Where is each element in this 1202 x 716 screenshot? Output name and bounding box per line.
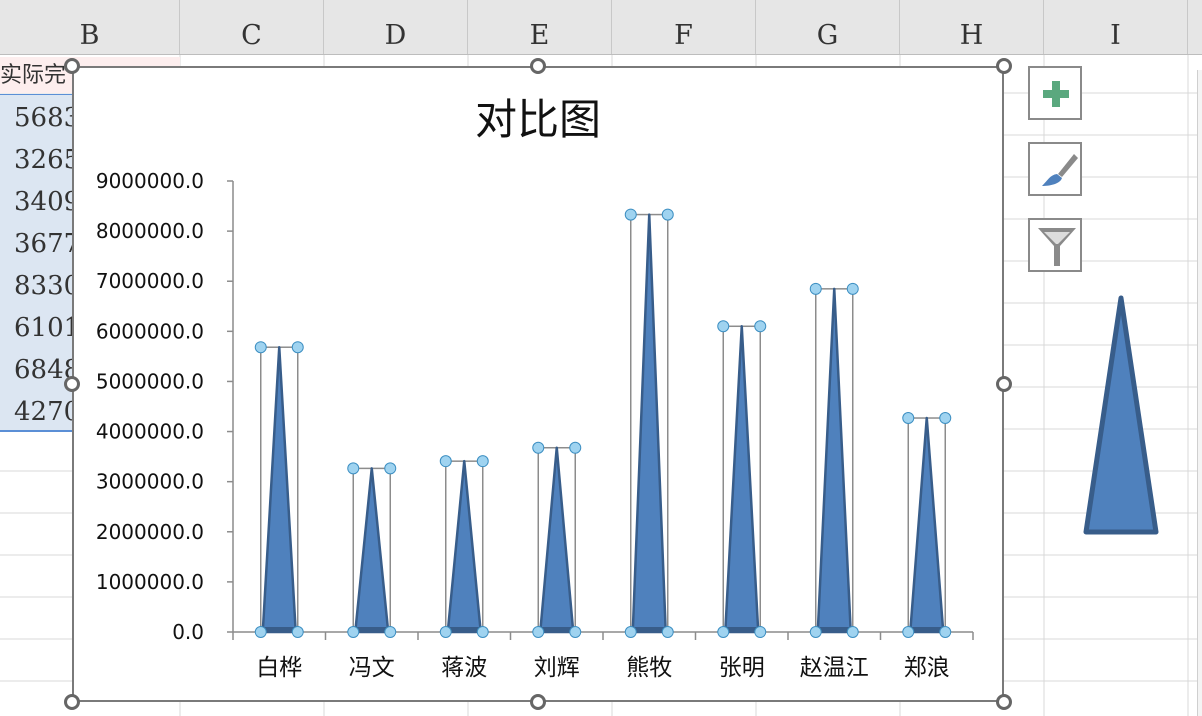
column-header-b[interactable]: B	[0, 0, 180, 54]
resize-handle-top-left[interactable]	[64, 58, 80, 74]
column-header-e[interactable]: E	[468, 0, 612, 54]
column-header-d[interactable]: D	[324, 0, 468, 54]
column-header-f[interactable]: F	[612, 0, 756, 54]
data-cell[interactable]: 6101	[14, 313, 74, 343]
resize-handle-right[interactable]	[996, 376, 1012, 392]
selected-range	[0, 94, 74, 432]
resize-handle-top-right[interactable]	[996, 58, 1012, 74]
chart-filters-button[interactable]	[1028, 218, 1082, 272]
column-header-c[interactable]: C	[180, 0, 324, 54]
resize-handle-bottom[interactable]	[530, 694, 546, 710]
resize-handle-bottom-right[interactable]	[996, 694, 1012, 710]
chart-area[interactable]	[72, 66, 1004, 702]
plus-icon	[1043, 81, 1069, 107]
column-header-row: B C D E F G H I	[0, 0, 1202, 55]
funnel-icon	[1038, 228, 1076, 266]
data-cell[interactable]: 8330	[14, 271, 74, 301]
chart-elements-button[interactable]	[1028, 66, 1082, 120]
data-cell[interactable]: 4270	[14, 397, 74, 427]
selection-border	[0, 94, 74, 432]
data-cell[interactable]: 6848	[14, 355, 74, 385]
column-header-h[interactable]: H	[900, 0, 1044, 54]
resize-handle-bottom-left[interactable]	[64, 694, 80, 710]
data-cell[interactable]: 3409	[14, 187, 74, 217]
data-cell[interactable]: 3265	[14, 145, 74, 175]
vertical-scrollbar[interactable]	[1197, 70, 1202, 716]
resize-handle-top[interactable]	[530, 58, 546, 74]
brush-icon	[1042, 154, 1078, 186]
data-cell[interactable]: 5683	[14, 103, 74, 133]
column-header-g[interactable]: G	[756, 0, 900, 54]
data-cell[interactable]: 3677	[14, 229, 74, 259]
chart-styles-button[interactable]	[1028, 142, 1082, 196]
column-header-i[interactable]: I	[1044, 0, 1188, 54]
resize-handle-left[interactable]	[64, 376, 80, 392]
chart-title[interactable]: 对比图	[474, 95, 601, 144]
drag-shape-preview[interactable]	[1078, 292, 1168, 542]
